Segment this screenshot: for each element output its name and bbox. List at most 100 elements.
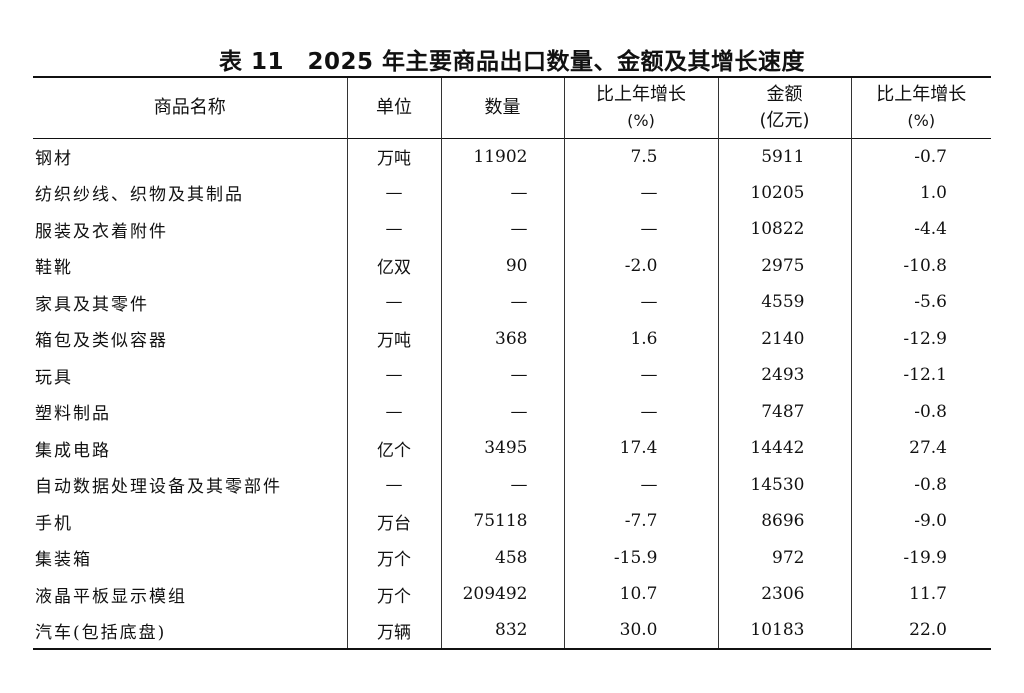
cell-amount: 10205 xyxy=(717,174,851,211)
header-amount-unit: (亿元) xyxy=(759,109,810,131)
cell-name: 纺织纱线、织物及其制品 xyxy=(35,185,244,206)
cell-amount: 2493 xyxy=(717,357,851,394)
cell-unit: 万辆 xyxy=(346,612,441,649)
cell-amount: 7487 xyxy=(717,393,851,430)
table-row: 服装及衣着附件 — — —10822 -4.4 xyxy=(33,211,991,248)
cell-unit: 万台 xyxy=(346,503,441,540)
cell-quantity: — xyxy=(440,466,564,503)
cell-unit: — xyxy=(346,284,441,321)
cell-unit: 万个 xyxy=(346,539,441,576)
header-row: 商品名称 单位 数量 比上年增长 (%) 金额 (亿元) 比上年增长 (%) xyxy=(33,77,991,138)
cell-qty-growth: — xyxy=(563,211,718,248)
cell-qty-growth: — xyxy=(563,357,718,394)
cell-unit: — xyxy=(346,211,441,248)
cell-name: 集成电路 xyxy=(35,440,111,461)
export-table: 商品名称 单位 数量 比上年增长 (%) 金额 (亿元) 比上年增长 (%) 钢材 万吨… xyxy=(33,76,991,650)
cell-amount: 4559 xyxy=(717,284,851,321)
cell-amt-growth: -9.0 xyxy=(850,503,991,540)
cell-quantity: 458 xyxy=(440,539,564,576)
cell-quantity: 3495 xyxy=(440,430,564,467)
cell-amt-growth: -5.6 xyxy=(850,284,991,321)
header-unit: 单位 xyxy=(346,77,442,138)
cell-name: 鞋靴 xyxy=(35,258,73,279)
cell-name: 服装及衣着附件 xyxy=(35,221,168,242)
cell-quantity: — xyxy=(440,174,564,211)
table-row: 鞋靴 亿双 90 -2.0 2975 -10.8 xyxy=(33,247,991,284)
table-row: 自动数据处理设备及其零部件 — — —14530 -0.8 xyxy=(33,466,991,503)
cell-amt-growth: -12.9 xyxy=(850,320,991,357)
header-name: 商品名称 xyxy=(33,77,348,138)
cell-amount: 8696 xyxy=(717,503,851,540)
cell-name: 家具及其零件 xyxy=(35,294,149,315)
header-qty-growth-label: 比上年增长 xyxy=(596,83,686,105)
cell-amt-growth: -0.8 xyxy=(850,466,991,503)
cell-amount: 2306 xyxy=(717,576,851,613)
cell-amt-growth: 22.0 xyxy=(850,612,991,649)
cell-qty-growth: 1.6 xyxy=(563,320,718,357)
cell-unit: — xyxy=(346,357,441,394)
cell-unit: 万吨 xyxy=(346,320,441,357)
table-row: 玩具 — — —2493 -12.1 xyxy=(33,357,991,394)
cell-amt-growth: 11.7 xyxy=(850,576,991,613)
cell-amount: 14442 xyxy=(717,430,851,467)
cell-qty-growth: -7.7 xyxy=(563,503,718,540)
cell-qty-growth: 17.4 xyxy=(563,430,718,467)
cell-amount: 2975 xyxy=(717,247,851,284)
table-row: 液晶平板显示模组 万个 209492 10.7 2306 11.7 xyxy=(33,576,991,613)
cell-quantity: 75118 xyxy=(440,503,564,540)
cell-name: 箱包及类似容器 xyxy=(35,331,168,352)
cell-amount: 2140 xyxy=(717,320,851,357)
cell-qty-growth: — xyxy=(563,284,718,321)
cell-name: 液晶平板显示模组 xyxy=(35,586,187,607)
cell-amt-growth: -0.8 xyxy=(850,393,991,430)
cell-qty-growth: — xyxy=(563,466,718,503)
cell-name: 集装箱 xyxy=(35,550,92,571)
cell-amount: 10183 xyxy=(717,612,851,649)
cell-amount: 10822 xyxy=(717,211,851,248)
cell-amt-growth: -0.7 xyxy=(850,138,991,175)
table-row: 塑料制品 — — —7487 -0.8 xyxy=(33,393,991,430)
cell-amt-growth: 27.4 xyxy=(850,430,991,467)
cell-quantity: 209492 xyxy=(440,576,564,613)
cell-quantity: 832 xyxy=(440,612,564,649)
header-amt-growth-unit: (%) xyxy=(907,110,936,130)
cell-qty-growth: -2.0 xyxy=(563,247,718,284)
cell-name: 汽车(包括底盘) xyxy=(35,622,167,643)
cell-qty-growth: 7.5 xyxy=(563,138,718,175)
cell-amt-growth: -19.9 xyxy=(850,539,991,576)
cell-unit: — xyxy=(346,174,441,211)
header-amt-growth-label: 比上年增长 xyxy=(876,83,967,105)
cell-unit: 万吨 xyxy=(346,138,441,175)
cell-amt-growth: -4.4 xyxy=(850,211,991,248)
header-amount: 金额 (亿元) xyxy=(717,77,852,138)
header-qty-growth: 比上年增长 (%) xyxy=(563,77,719,138)
table-row: 家具及其零件 — — —4559 -5.6 xyxy=(33,284,991,321)
cell-qty-growth: 30.0 xyxy=(563,612,718,649)
cell-amount: 5911 xyxy=(717,138,851,175)
cell-amt-growth: -10.8 xyxy=(850,247,991,284)
header-quantity: 数量 xyxy=(440,77,565,138)
cell-qty-growth: — xyxy=(563,174,718,211)
cell-name: 钢材 xyxy=(35,149,73,169)
cell-quantity: — xyxy=(440,357,564,394)
table-row: 集成电路 亿个 3495 17.4 14442 27.4 xyxy=(33,430,991,467)
table-row: 集装箱 万个 458 -15.9 972 -19.9 xyxy=(33,539,991,576)
table-row: 手机 万台 75118 -7.7 8696 -9.0 xyxy=(33,503,991,540)
header-amt-growth: 比上年增长 (%) xyxy=(850,77,991,138)
cell-name: 玩具 xyxy=(35,367,73,388)
cell-amount: 972 xyxy=(717,539,851,576)
cell-quantity: — xyxy=(440,211,564,248)
table-row: 箱包及类似容器 万吨 368 1.6 2140 -12.9 xyxy=(33,320,991,357)
cell-name: 塑料制品 xyxy=(35,404,111,425)
table-row: 钢材 万吨 11902 7.5 5911 -0.7 xyxy=(33,138,991,175)
table-row: 纺织纱线、织物及其制品 — — —10205 1.0 xyxy=(33,174,991,211)
cell-name: 手机 xyxy=(35,513,73,534)
cell-unit: 万个 xyxy=(346,576,441,613)
cell-quantity: — xyxy=(440,393,564,430)
cell-unit: — xyxy=(346,393,441,430)
cell-unit: 亿个 xyxy=(346,430,441,467)
cell-qty-growth: -15.9 xyxy=(563,539,718,576)
cell-quantity: 90 xyxy=(440,247,564,284)
cell-amt-growth: -12.1 xyxy=(850,357,991,394)
cell-amount: 14530 xyxy=(717,466,851,503)
